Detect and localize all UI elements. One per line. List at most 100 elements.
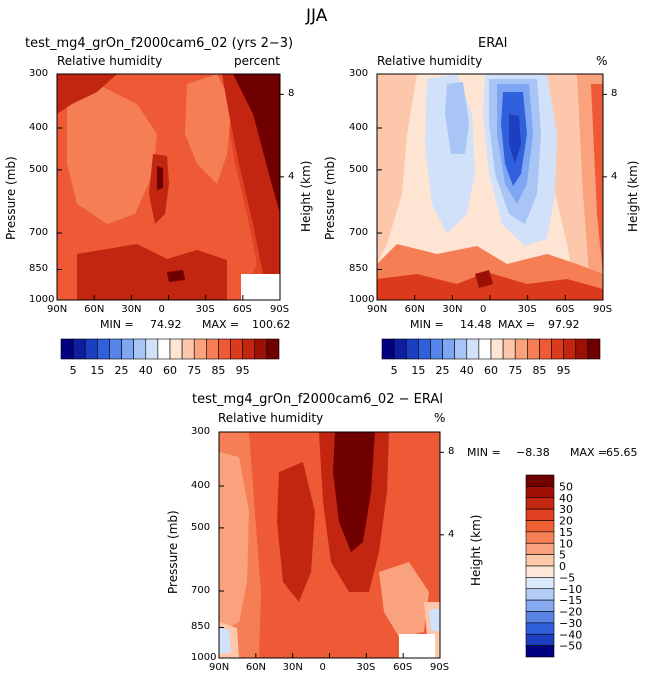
panel2-y-right-tick-label: 4 <box>611 170 618 182</box>
panel3-colorbar-swatch <box>525 622 555 635</box>
panel2-subtitle-right: % <box>596 54 608 68</box>
panel3-colorbar-label: 15 <box>559 526 573 539</box>
panel2-plot <box>376 73 607 301</box>
panel2-colorbar-swatch <box>502 338 516 360</box>
panel1-colorbar-swatch <box>242 338 256 360</box>
figure-title: JJA <box>306 6 328 26</box>
panel1-colorbar-swatch <box>121 338 134 360</box>
panel3-colorbar-label: −40 <box>559 628 582 641</box>
panel3-fill-a <box>219 452 249 632</box>
panel2-colorbar-label: 5 <box>391 364 398 377</box>
panel3-colorbar-swatch <box>525 474 555 487</box>
panel1-colorbar-label: 95 <box>236 364 250 377</box>
panel1-y-tick-label: 400 <box>29 122 49 133</box>
panel2-colorbar-swatch <box>527 338 540 360</box>
panel2-colorbar-label: 60 <box>484 364 498 377</box>
panel3-fill-g <box>333 432 375 552</box>
panel3-colorbar-swatch <box>525 633 555 646</box>
panel3-colorbar-label: −20 <box>559 606 582 619</box>
panel2-colorbar-swatch <box>442 338 455 360</box>
panel1-colorbar-swatch <box>181 338 195 360</box>
panel1-colorbar-swatch <box>157 338 171 360</box>
panel3-ylabel: Pressure (mb) <box>166 510 180 594</box>
panel2-colorbar-swatch <box>514 338 528 360</box>
panel1-colorbar-swatch <box>193 338 207 360</box>
panel1-ylabel: Pressure (mb) <box>4 156 18 240</box>
panel3-y-right-tick-label: 8 <box>448 446 455 458</box>
panel3-colorbar-swatch <box>525 554 555 567</box>
panel2-min-value: 14.48 <box>460 318 492 331</box>
panel2-colorbar-label: 95 <box>557 364 571 377</box>
panel1-fill-c <box>185 74 232 184</box>
panel3-colorbar-label: −50 <box>559 640 582 653</box>
panel2-max-label: MAX = <box>498 318 536 331</box>
panel3-title: test_mg4_grOn_f2000cam6_02 − ERAI <box>192 392 444 407</box>
panel2-colorbar-swatch <box>563 338 577 360</box>
panel1-min-value: 74.92 <box>150 318 182 331</box>
panel3-colorbar-label: 50 <box>559 480 573 493</box>
panel2-colorbar-swatch <box>539 338 552 360</box>
panel3-x-tick-label: 90S <box>430 662 450 673</box>
panel1-x-tick-label: 60N <box>84 304 105 315</box>
panel1-colorbar: 5 15 25 40 60 75 85 95 <box>60 338 280 377</box>
panel1-x-tick-label: 60S <box>232 304 252 315</box>
panel2-colorbar-swatch <box>551 338 564 360</box>
panel3-y-tick-label: 700 <box>191 585 211 597</box>
panel1-y-right-tick-label: 8 <box>288 88 295 100</box>
panel2-colorbar-swatch <box>478 338 492 360</box>
panel3-y-tick-label: 500 <box>191 521 211 533</box>
panel1-fill-d <box>57 74 117 114</box>
panel2-colorbar-swatch <box>466 338 480 360</box>
panel3-colorbar-label: 40 <box>559 492 573 505</box>
panel3-colorbar-swatch <box>525 497 555 510</box>
panel3-y-tick-label: 850 <box>191 621 211 633</box>
panel1-colorbar-label: 5 <box>70 364 77 377</box>
panel2-ylabel: Pressure (mb) <box>323 156 337 240</box>
panel3-subtitle-right: % <box>434 411 446 425</box>
panel1-colorbar-swatch <box>72 338 86 360</box>
panel3-colorbar-label: 10 <box>559 537 573 550</box>
panel2-colorbar-label: 75 <box>508 364 522 377</box>
panel2-colorbar-swatch <box>490 338 504 360</box>
panel3-x-tick-label: 30S <box>356 662 376 673</box>
panel1-colorbar-label: 75 <box>187 364 201 377</box>
panel1-colorbar-swatch <box>254 338 268 360</box>
panel3-fill-h <box>379 562 429 637</box>
panel3-colorbar-swatch <box>525 577 555 590</box>
panel1-x-tick-label: 90N <box>47 304 68 315</box>
panel1-colorbar-label: 15 <box>90 364 104 377</box>
panel3-colorbar-swatch <box>525 565 555 578</box>
panel2-ylabel-right: Height (km) <box>626 160 640 232</box>
panel2-x-tick-label: 0 <box>480 304 487 315</box>
panel1-colorbar-swatch <box>230 338 243 360</box>
panel1-y-tick-label: 1000 <box>29 294 55 305</box>
panel3-fill-j <box>429 608 440 632</box>
panel1-colorbar-swatch <box>145 338 159 360</box>
panel2-fill-d <box>591 84 603 274</box>
panel3-colorbar-label: 0 <box>559 560 566 573</box>
panel2-colorbar-swatch <box>587 338 601 360</box>
panel3-min-label: MIN = <box>467 446 501 459</box>
panel1-colorbar-swatch <box>97 338 110 360</box>
panel3-colorbar-swatch <box>525 645 555 658</box>
panel2-y-tick-label: 850 <box>349 263 369 275</box>
panel2-subtitle-left: Relative humidity <box>377 54 483 68</box>
panel2-fill-m <box>377 272 603 300</box>
panel1-colorbar-label: 25 <box>115 364 129 377</box>
panel3-max-value: 65.65 <box>606 446 638 459</box>
panel1-subtitle-left: Relative humidity <box>57 54 163 68</box>
panel1-missing-region <box>241 274 280 300</box>
panel2-y-right-tick-label: 8 <box>611 88 618 100</box>
panel3-colorbar-label: 5 <box>559 549 566 562</box>
panel3-colorbar-swatch <box>525 611 555 624</box>
panel3-colorbar-label: −5 <box>559 571 575 584</box>
panel3-colorbar-label: 30 <box>559 503 573 516</box>
panel3-subtitle-left: Relative humidity <box>218 411 324 425</box>
panel3-max-label: MAX = <box>570 446 608 459</box>
panel2-y-tick-label: 500 <box>349 163 369 175</box>
panel3-ylabel-right: Height (km) <box>469 514 483 586</box>
panel1-subtitle-right: percent <box>234 54 280 68</box>
panel3-colorbar-swatch <box>525 520 555 533</box>
panel1-fill-f <box>233 74 280 214</box>
panel1-colorbar-swatch <box>218 338 231 360</box>
